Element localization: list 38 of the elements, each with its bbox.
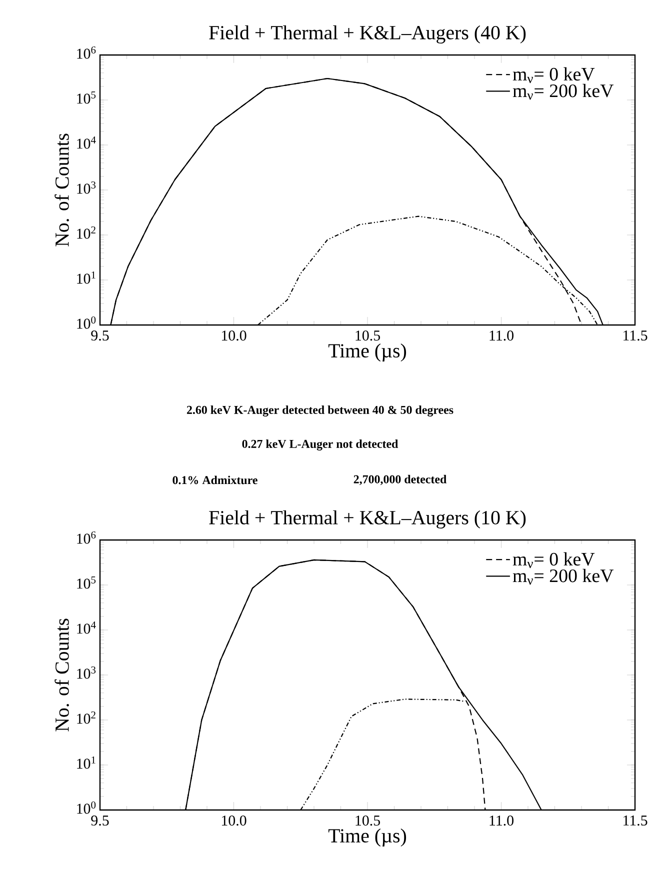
x-tick-label: 11.0 [490,330,514,341]
x-tick-label: 11.5 [624,330,648,341]
y-tick-label: 10$^{2}$ [77,711,96,724]
legend-label: m$_{ν}$= 0 keV [512,552,595,568]
x-tick-label: 10.0 [222,330,246,341]
y-tick-label: 10$^{5}$ [77,91,96,104]
y-tick-label: 10$^{0}$ [77,801,96,814]
text: 0.1% Admixture [172,476,258,484]
y-axis-title: No. of Counts [54,134,69,246]
x-tick-label: 11.5 [624,816,648,826]
x-tick-label: 10.0 [222,816,246,826]
x-tick-label: 10.5 [356,330,380,341]
text: 2.60 keV K-Auger detected between 40 & 50 degrees [186,406,454,416]
x-tick-label: 11.0 [490,816,514,826]
legend-label: m$_{ν}$= 200 keV [512,568,614,585]
y-tick-label: 10$^{3}$ [77,181,96,194]
chart-title: Field + Thermal + K&L–Augers (10 K) [209,510,526,528]
text: 0.27 keV L-Auger not detected [242,440,398,450]
y-tick-label: 10$^{1}$ [77,271,96,284]
legend-label: m$_{ν}$= 0 keV [512,67,595,84]
x-tick-label: 9.5 [91,330,109,341]
x-axis-title: Time (µs) [328,828,406,847]
y-tick-label: 10$^{1}$ [77,756,96,769]
legend-label: m$_{ν}$= 200 keV [512,84,614,100]
y-tick-label: 10$^{3}$ [77,666,96,679]
x-tick-label: 9.5 [91,816,109,826]
y-tick-label: 10$^{6}$ [77,531,96,544]
x-axis-title: Time (µs) [328,343,406,362]
y-tick-label: 10$^{5}$ [77,576,96,589]
text: 2,700,000 detected [354,474,447,486]
y-tick-label: 10$^{4}$ [77,621,96,634]
chart-title: Field + Thermal + K&L–Augers (40 K) [209,25,526,44]
y-axis-title: No. of Counts [54,618,69,732]
x-tick-label: 10.5 [356,816,380,826]
y-tick-label: 10$^{2}$ [77,226,96,239]
y-tick-label: 10$^{6}$ [77,46,96,59]
y-tick-label: 10$^{4}$ [77,136,96,149]
y-tick-label: 10$^{0}$ [77,316,96,329]
